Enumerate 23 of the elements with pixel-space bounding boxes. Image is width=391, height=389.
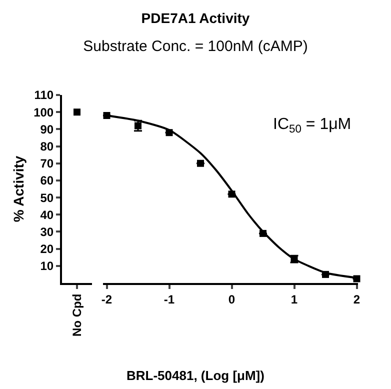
x-tick-label: 1	[290, 292, 298, 306]
x-axis-title: BRL-50481, (Log [μM])	[126, 368, 266, 383]
y-tick-label: 30	[40, 224, 54, 239]
y-tick-label: 10	[40, 259, 54, 274]
chart-title: PDE7A1 Activity	[140, 10, 251, 26]
x-tick-label: No Cpd	[70, 294, 84, 336]
annotation: IC$_{50}$ = 1μM	[273, 116, 352, 136]
y-tick-label: 100	[34, 105, 54, 120]
y-tick-label: 60	[40, 174, 54, 188]
y-tick-label: 110	[34, 88, 54, 102]
y-tick-label: 70	[40, 156, 54, 171]
y-tick-label: 20	[40, 242, 54, 256]
y-tick-label: 80	[40, 139, 54, 154]
y-tick-label: 90	[40, 122, 54, 136]
x-tick-label: -2	[101, 292, 112, 306]
x-tick-label: 0	[228, 292, 236, 306]
chart-subtitle: Substrate Conc. = 100nM (cAMP)	[82, 38, 309, 55]
x-tick-label: 2	[353, 292, 360, 306]
y-tick-label: 50	[40, 190, 54, 205]
point	[197, 160, 204, 167]
y-axis-title: % Activity	[10, 156, 27, 222]
y-tick-label: 40	[40, 208, 54, 222]
x-tick-label: -1	[164, 292, 175, 306]
